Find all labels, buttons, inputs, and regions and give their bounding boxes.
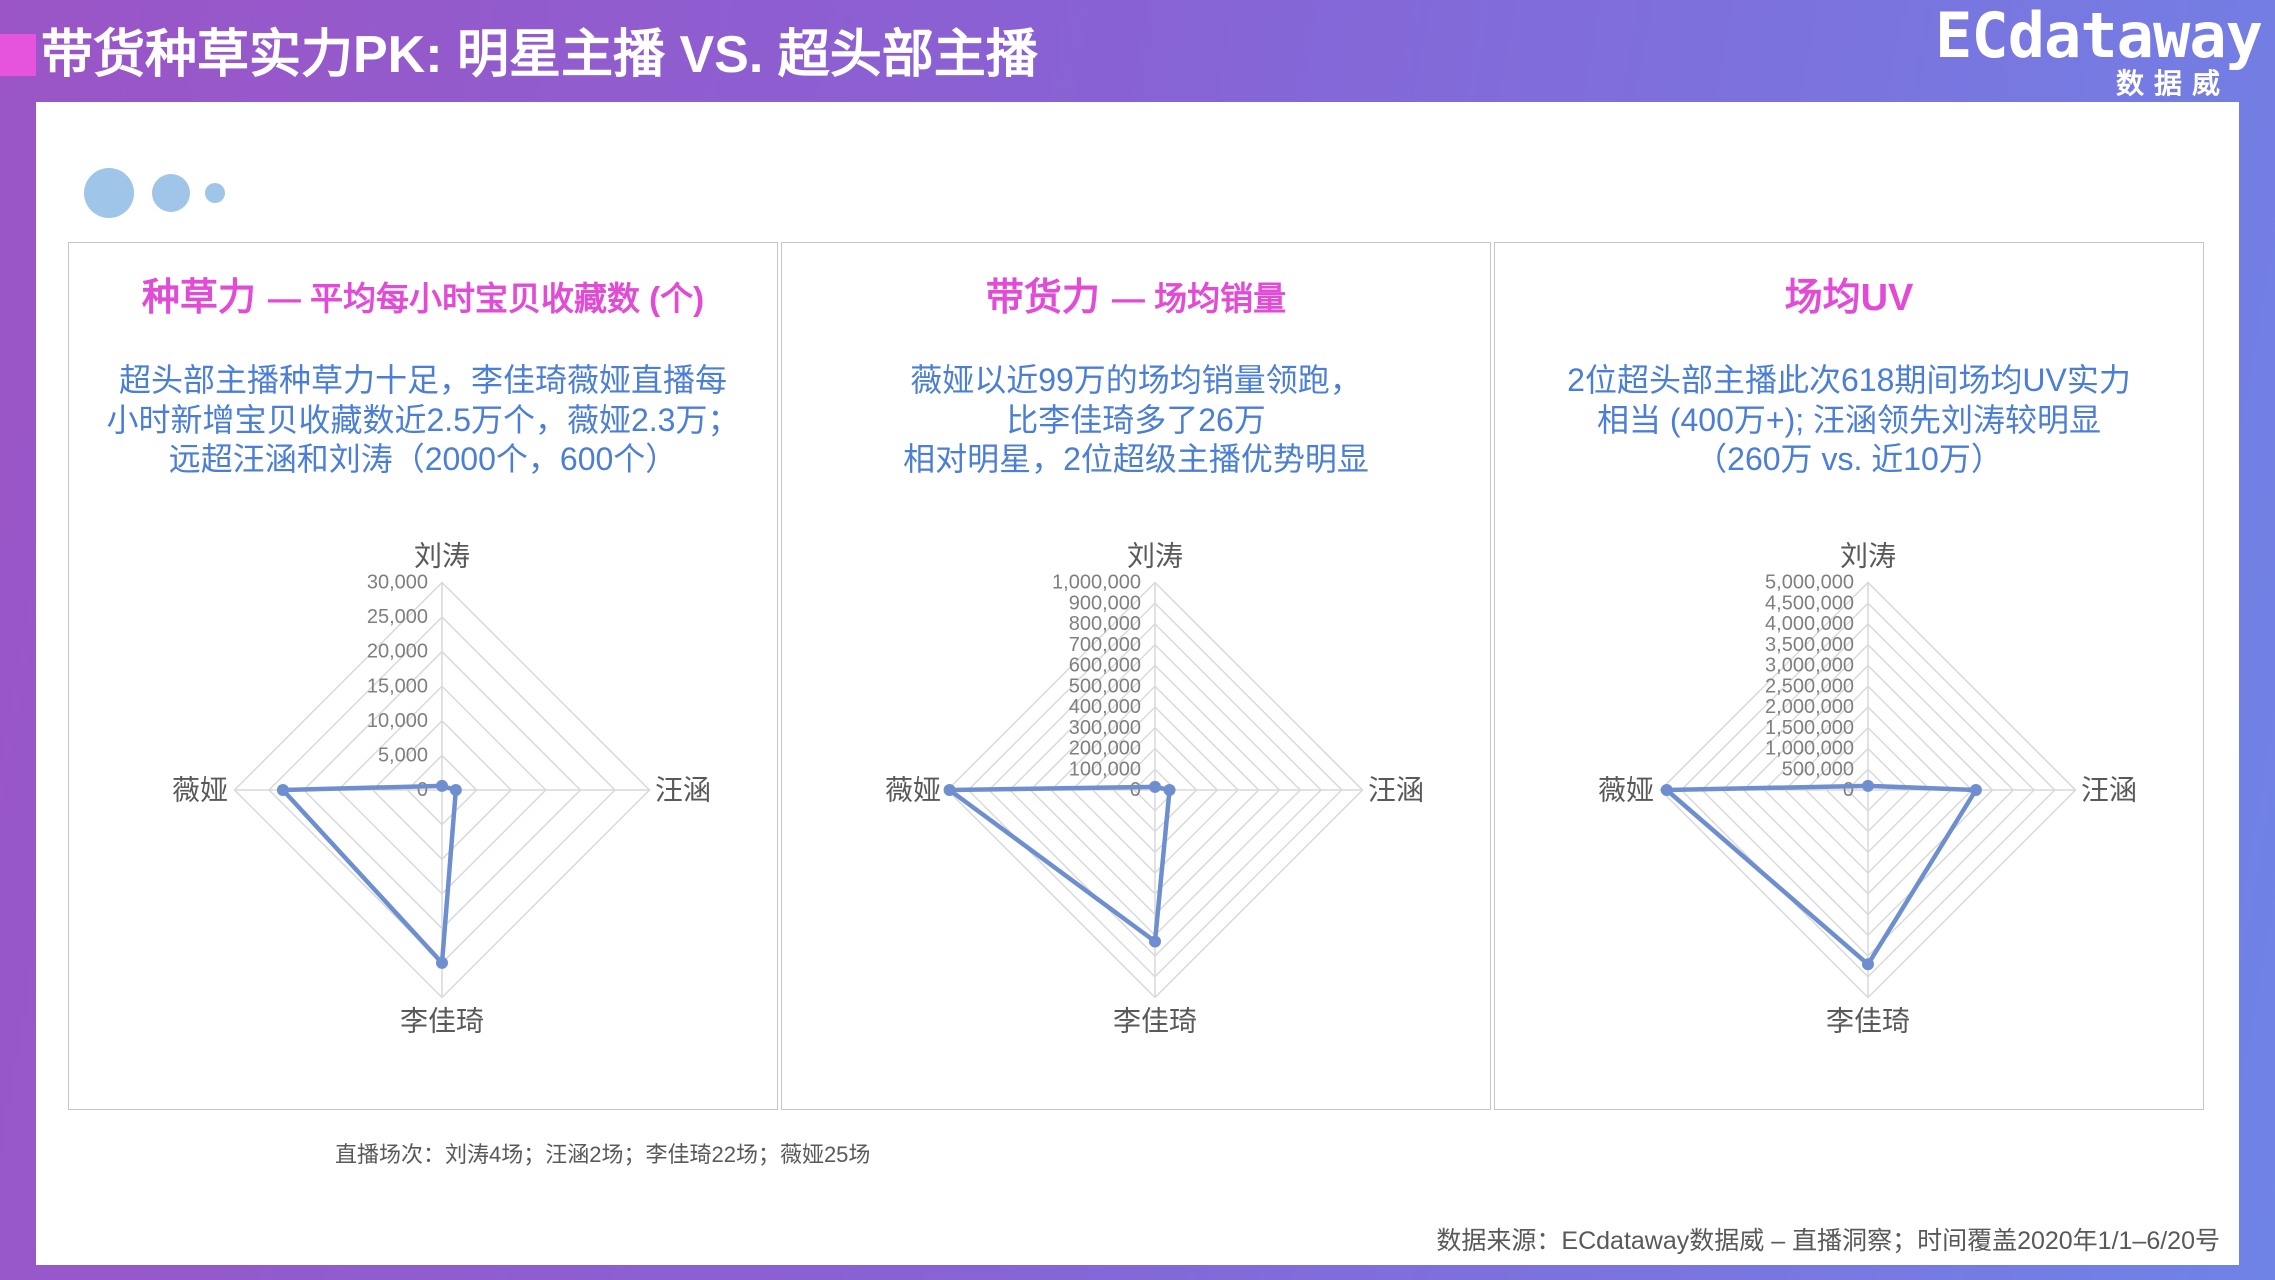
panel-description: 超头部主播种草力十足，李佳琦薇娅直播每 小时新增宝贝收藏数近2.5万个，薇娅2.… <box>69 361 777 480</box>
panel-title-sub: — 场均销量 <box>1111 280 1287 317</box>
axis-label: 李佳琦 <box>1826 1006 1910 1037</box>
decorative-dot <box>152 174 190 212</box>
axis-label: 汪涵 <box>655 775 711 806</box>
description-line: 薇娅以近99万的场均销量领跑， <box>910 362 1362 398</box>
description-line: 相当 (400万+); 汪涵领先刘涛较明显 <box>1596 401 2102 438</box>
data-point-marker <box>1660 784 1673 796</box>
radar-grid <box>1659 581 2077 999</box>
tick-label: 700,000 <box>1069 634 1141 656</box>
axis-label: 薇娅 <box>885 775 941 806</box>
data-point-marker <box>276 784 289 796</box>
data-source-note: 数据来源：ECdataway数据威 – 直播洞察；时间覆盖2020年1/1–6/… <box>1436 1227 2220 1255</box>
tick-label: 1,000,000 <box>1052 572 1141 594</box>
tick-label: 5,000,000 <box>1765 572 1854 594</box>
tick-label: 0 <box>417 779 428 801</box>
panel-title: 带货力 — 场均销量 <box>782 273 1490 331</box>
panel-description: 薇娅以近99万的场均销量领跑， 比李佳琦多了26万 相对明星，2位超级主播优势明… <box>782 361 1490 480</box>
panel-title: 种草力 — 平均每小时宝贝收藏数 (个) <box>69 273 777 331</box>
tick-label: 5,000 <box>378 744 428 766</box>
title-accent-bar <box>0 34 36 76</box>
decorative-dot <box>84 168 134 218</box>
tick-label: 0 <box>1130 779 1141 801</box>
tick-label: 200,000 <box>1069 738 1141 760</box>
page-title: 带货种草实力PK: 明星主播 VS. 超头部主播 <box>41 26 1038 84</box>
tick-label: 4,500,000 <box>1765 592 1854 614</box>
tick-label: 400,000 <box>1069 696 1141 718</box>
brand-logo: ECdataway <box>1935 0 2263 72</box>
tick-label: 900,000 <box>1069 592 1141 614</box>
description-line: 比李佳琦多了26万 <box>1006 401 1266 438</box>
panel-description: 2位超头部主播此次618期间场均UV实力 相当 (400万+); 汪涵领先刘涛较… <box>1495 361 2203 480</box>
data-point-marker <box>1163 784 1176 796</box>
tick-label: 600,000 <box>1069 655 1141 677</box>
radar-chart: 0500,0001,000,0001,500,0002,000,0002,500… <box>1598 541 2137 1037</box>
tick-label: 20,000 <box>367 641 428 663</box>
data-point-marker <box>449 784 462 796</box>
tick-label: 30,000 <box>367 572 428 594</box>
data-point-marker <box>1149 780 1161 793</box>
decorative-dot <box>205 183 225 203</box>
panel-sales-power: 0 100,000 200,000 300,000 400,000 500,000 600,… <box>781 242 1491 1110</box>
tick-label: 300,000 <box>1069 717 1141 739</box>
data-point-marker <box>436 779 448 792</box>
data-point-marker <box>1149 935 1161 948</box>
tick-label: 500,000 <box>1782 758 1854 780</box>
description-line: （260万 vs. 近10万） <box>1695 441 2003 477</box>
tick-label: 10,000 <box>367 710 428 732</box>
live-session-count-note: 直播场次：刘涛4场；汪涵2场；李佳琦22场；薇娅25场 <box>335 1142 871 1167</box>
series-line <box>947 784 1172 944</box>
panel-average-uv: 0 500,000 1,000,000 1,500,000 2,000,000 2,500… <box>1494 242 2204 1110</box>
tick-label: 4,000,000 <box>1765 613 1854 635</box>
tick-label: 15,000 <box>367 675 428 697</box>
radar-chart: 0 5,000 10,000 15,000 20,000 25,000 30,000刘涛汪涵… <box>172 541 711 1037</box>
axis-label: 薇娅 <box>1598 775 1654 806</box>
tick-label: 0 <box>1843 779 1854 801</box>
tick-label: 100,000 <box>1069 758 1141 780</box>
axis-label: 汪涵 <box>1368 775 1424 806</box>
tick-label: 2,500,000 <box>1765 675 1854 697</box>
tick-label: 2,000,000 <box>1765 696 1854 718</box>
radar-chart: 0100,000200,000300,000400,000500,000600,… <box>885 541 1424 1037</box>
tick-label: 1,000,000 <box>1765 738 1854 760</box>
tick-label: 800,000 <box>1069 613 1141 635</box>
axis-label: 刘涛 <box>1127 541 1183 572</box>
axis-label: 刘涛 <box>1840 541 1896 572</box>
description-line: 小时新增宝贝收藏数近2.5万个，薇娅2.3万； <box>106 401 740 438</box>
description-line: 超头部主播种草力十足，李佳琦薇娅直播每 <box>118 362 727 398</box>
axis-label: 李佳琦 <box>400 1006 484 1037</box>
description-line: 远超汪涵和刘涛（2000个，600个） <box>168 441 678 477</box>
panel-title: 场均UV <box>1495 273 2203 331</box>
data-point-marker <box>1862 958 1874 971</box>
data-point-marker <box>1969 784 1982 796</box>
axis-label: 李佳琦 <box>1113 1006 1197 1037</box>
axis-label: 汪涵 <box>2081 775 2137 806</box>
panel-title-sub: — 平均每小时宝贝收藏数 (个) <box>267 280 705 317</box>
data-point-marker <box>1862 779 1874 792</box>
description-line: 相对明星，2位超级主播优势明显 <box>903 441 1369 477</box>
panel-title-main: 带货力 <box>985 277 1100 319</box>
axis-label: 刘涛 <box>414 541 470 572</box>
tick-label: 500,000 <box>1069 675 1141 697</box>
tick-label: 25,000 <box>367 606 428 628</box>
data-point-marker <box>943 784 956 796</box>
tick-label: 3,000,000 <box>1765 655 1854 677</box>
panel-title-main: 种草力 <box>141 277 256 319</box>
description-line: 2位超头部主播此次618期间场均UV实力 <box>1567 362 2131 398</box>
brand-logo-subtitle: 数据威 <box>2115 68 2230 99</box>
series-line <box>1664 783 1979 967</box>
panel-title-main: 场均UV <box>1784 277 1914 319</box>
tick-label: 3,500,000 <box>1765 634 1854 656</box>
tick-label: 1,500,000 <box>1765 717 1854 739</box>
page-header: 带货种草实力PK: 明星主播 VS. 超头部主播 ECdataway 数据威 <box>0 0 2275 102</box>
axis-label: 薇娅 <box>172 775 228 806</box>
data-point-marker <box>436 956 448 969</box>
panel-seeding-power: 0 5,000 10,000 15,000 20,000 25,000 30,000 刘涛汪涵… <box>68 242 778 1110</box>
